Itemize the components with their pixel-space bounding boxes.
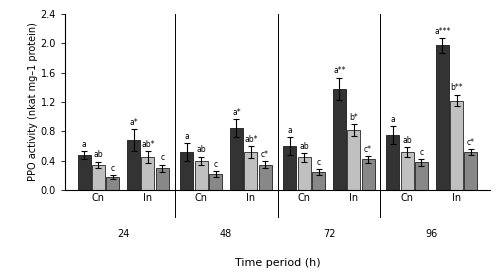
Bar <box>78 155 90 190</box>
Bar <box>230 128 243 190</box>
Text: ab: ab <box>94 150 103 159</box>
Text: 96: 96 <box>426 229 438 239</box>
Text: a: a <box>184 132 190 141</box>
Text: c: c <box>420 147 424 156</box>
Text: 24: 24 <box>117 229 130 239</box>
Bar <box>92 165 105 190</box>
Text: a: a <box>82 140 86 149</box>
Text: ab*: ab* <box>141 140 154 149</box>
Bar <box>156 168 168 190</box>
Bar <box>450 101 463 190</box>
Text: c: c <box>110 164 114 173</box>
Bar <box>209 174 222 190</box>
Text: ab: ab <box>196 145 206 154</box>
Text: c*: c* <box>261 150 269 159</box>
Bar <box>312 172 325 190</box>
Text: a: a <box>390 115 395 124</box>
Bar <box>195 161 208 190</box>
Text: c*: c* <box>364 144 372 154</box>
Text: Time period (h): Time period (h) <box>234 258 320 268</box>
Text: ab: ab <box>402 136 412 145</box>
Bar <box>180 152 194 190</box>
Bar <box>362 159 374 190</box>
Bar <box>386 135 400 190</box>
Bar <box>244 152 258 190</box>
Text: ab*: ab* <box>244 135 258 144</box>
Bar <box>333 89 346 190</box>
Text: a*: a* <box>232 108 241 117</box>
Bar <box>347 130 360 190</box>
Bar <box>464 152 477 190</box>
Bar <box>298 157 310 190</box>
Bar <box>258 165 272 190</box>
Text: a**: a** <box>333 66 345 76</box>
Text: 72: 72 <box>322 229 335 239</box>
Text: c: c <box>316 158 320 167</box>
Text: a***: a*** <box>434 27 450 36</box>
Bar <box>106 177 119 190</box>
Text: c: c <box>160 153 164 162</box>
Text: a: a <box>288 126 292 135</box>
Text: b*: b* <box>350 113 358 122</box>
Text: a*: a* <box>129 118 138 127</box>
Text: ab: ab <box>300 142 309 151</box>
Text: c*: c* <box>467 138 475 147</box>
Bar <box>284 146 296 190</box>
Bar <box>415 162 428 190</box>
Text: b**: b** <box>450 84 463 92</box>
Text: c: c <box>214 160 218 169</box>
Text: 48: 48 <box>220 229 232 239</box>
Bar <box>142 157 154 190</box>
Bar <box>127 140 140 190</box>
Bar <box>400 152 413 190</box>
Bar <box>436 45 449 190</box>
Y-axis label: PPO activity (nkat mg–1 protein): PPO activity (nkat mg–1 protein) <box>28 23 38 181</box>
